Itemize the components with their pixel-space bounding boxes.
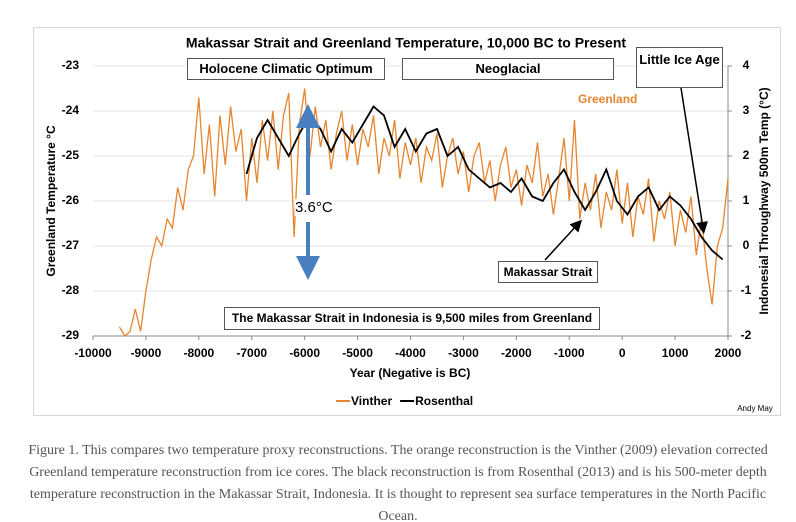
y-tick-label: -27	[62, 238, 80, 252]
arrow	[544, 219, 583, 261]
x-tick-label: -5000	[342, 346, 373, 360]
y2-tick-label: 2	[743, 148, 750, 162]
credit: Andy May	[737, 404, 773, 413]
y-tick-label: -24	[62, 103, 80, 117]
annotation: Holocene Climatic Optimum	[187, 58, 385, 80]
x-tick-label: 1000	[662, 346, 689, 360]
x-tick-label: -7000	[236, 346, 267, 360]
y2-tick-label: -2	[741, 328, 752, 342]
y-tick-label: -23	[62, 58, 80, 72]
x-axis-title: Year (Negative is BC)	[350, 366, 471, 380]
x-tick-label: -10000	[74, 346, 112, 360]
annotation: Little Ice Age	[636, 47, 723, 88]
x-tick-label: 2000	[715, 346, 742, 360]
x-tick-label: -4000	[395, 346, 426, 360]
y2-tick-label: -1	[741, 283, 752, 297]
figure-frame	[33, 27, 781, 416]
x-tick-label: -3000	[448, 346, 479, 360]
y-tick-label: -25	[62, 148, 80, 162]
x-tick-label: -6000	[289, 346, 320, 360]
caption: Figure 1. This compares two temperature …	[28, 443, 768, 522]
y-tick-label: -29	[62, 328, 80, 342]
series-line	[118, 88, 729, 338]
chart: Makassar Strait and Greenland Temperatur…	[44, 35, 773, 413]
y2-axis-title: Indonesial Throughway 500m Temp (°C)	[757, 87, 771, 314]
x-tick-label: 0	[619, 346, 626, 360]
y-tick-label: -28	[62, 283, 80, 297]
series-line	[245, 105, 724, 261]
y2-tick-label: 1	[743, 193, 750, 207]
x-tick-label: -8000	[183, 346, 214, 360]
annotation: Neoglacial	[402, 58, 614, 80]
y-axis-title: Greenland Temperature °C	[44, 125, 58, 277]
x-tick-label: -1000	[554, 346, 585, 360]
y-tick-label: -26	[62, 193, 80, 207]
x-tick-label: -9000	[131, 346, 162, 360]
y2-tick-label: 0	[743, 238, 750, 252]
arrow	[680, 87, 708, 234]
annotation: Greenland	[578, 92, 638, 106]
annotation: 3.6°C	[295, 199, 333, 216]
y2-tick-label: 4	[743, 58, 750, 72]
chart-title: Makassar Strait and Greenland Temperatur…	[186, 35, 626, 51]
x-tick-label: -2000	[501, 346, 532, 360]
legend-label: Vinther	[351, 394, 392, 408]
annotation: Makassar Strait	[498, 261, 598, 283]
annotation: The Makassar Strait in Indonesia is 9,50…	[224, 307, 600, 330]
legend-label: Rosenthal	[415, 394, 473, 408]
y2-tick-label: 3	[743, 103, 750, 117]
